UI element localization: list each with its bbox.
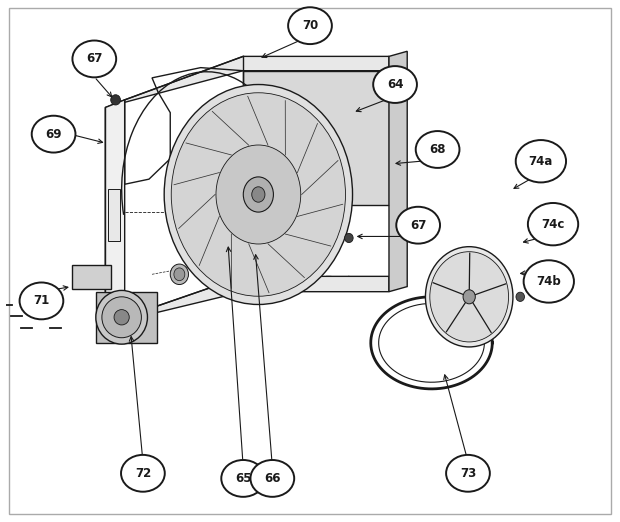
Ellipse shape	[171, 93, 345, 296]
Circle shape	[288, 7, 332, 44]
Text: 70: 70	[302, 19, 318, 32]
Ellipse shape	[102, 297, 141, 338]
FancyBboxPatch shape	[108, 189, 120, 241]
FancyBboxPatch shape	[72, 265, 112, 289]
Circle shape	[516, 140, 566, 182]
Ellipse shape	[164, 85, 353, 304]
Text: 73: 73	[460, 467, 476, 480]
Text: 64: 64	[387, 78, 404, 91]
Ellipse shape	[174, 268, 185, 281]
Circle shape	[121, 455, 165, 492]
Polygon shape	[105, 56, 389, 108]
Circle shape	[373, 66, 417, 103]
Circle shape	[20, 282, 63, 319]
Circle shape	[250, 460, 294, 497]
Circle shape	[528, 203, 578, 245]
Ellipse shape	[216, 145, 301, 244]
Text: 72: 72	[135, 467, 151, 480]
Circle shape	[73, 41, 116, 77]
Text: 65: 65	[235, 472, 252, 485]
Text: 69: 69	[45, 128, 62, 140]
Circle shape	[524, 260, 574, 303]
Polygon shape	[105, 100, 125, 325]
Circle shape	[416, 131, 459, 168]
Ellipse shape	[463, 290, 476, 304]
Ellipse shape	[243, 177, 273, 212]
Text: eReplacementParts.com: eReplacementParts.com	[226, 275, 394, 289]
Polygon shape	[105, 276, 389, 325]
Text: 67: 67	[86, 52, 102, 65]
Ellipse shape	[516, 292, 525, 301]
Ellipse shape	[252, 187, 265, 202]
Text: 71: 71	[33, 294, 50, 307]
Ellipse shape	[114, 310, 129, 325]
Polygon shape	[96, 292, 157, 343]
Ellipse shape	[111, 95, 120, 105]
Polygon shape	[389, 51, 407, 292]
Circle shape	[446, 455, 490, 492]
Ellipse shape	[170, 264, 188, 284]
Text: 74b: 74b	[536, 275, 561, 288]
Text: 67: 67	[410, 219, 427, 232]
Polygon shape	[243, 70, 389, 205]
Circle shape	[32, 116, 76, 152]
Circle shape	[396, 207, 440, 244]
Text: 74a: 74a	[529, 155, 553, 168]
Ellipse shape	[96, 290, 148, 344]
Ellipse shape	[430, 252, 508, 342]
Text: 68: 68	[429, 143, 446, 156]
Ellipse shape	[345, 233, 353, 243]
Text: 66: 66	[264, 472, 281, 485]
Text: 74c: 74c	[541, 218, 565, 231]
Ellipse shape	[425, 247, 513, 347]
Circle shape	[221, 460, 265, 497]
